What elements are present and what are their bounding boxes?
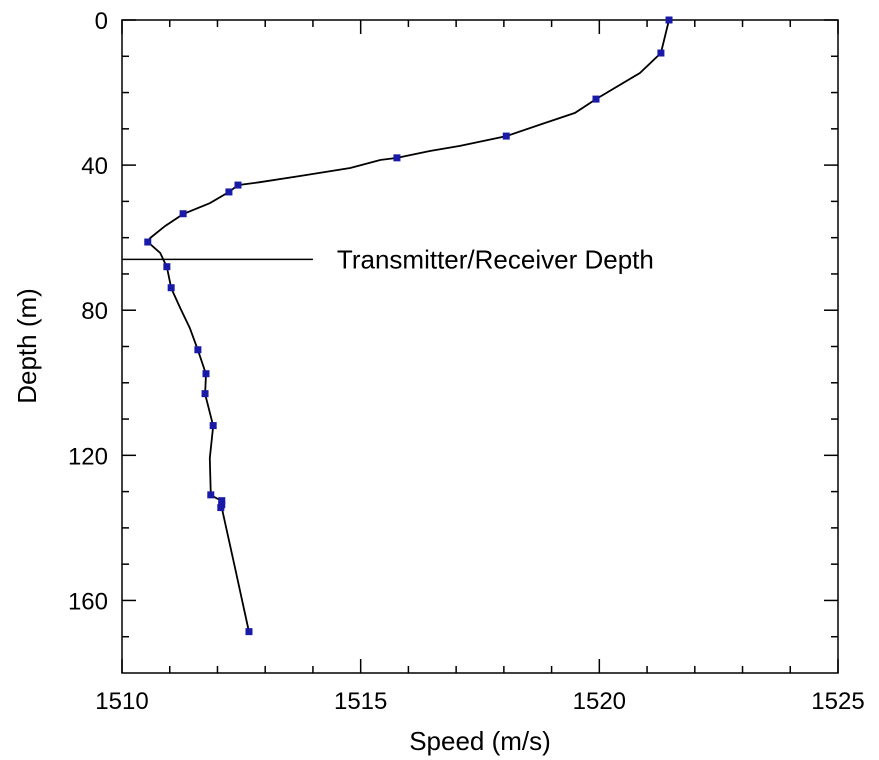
data-marker — [144, 238, 152, 246]
y-tick-label: 80 — [81, 298, 108, 325]
data-marker — [225, 188, 233, 196]
data-marker — [217, 504, 225, 512]
data-marker — [592, 95, 600, 103]
y-tick-label: 0 — [95, 8, 108, 35]
x-tick-label: 1525 — [811, 688, 864, 715]
x-tick-label: 1510 — [95, 688, 148, 715]
annotation-text: Transmitter/Receiver Depth — [337, 244, 654, 274]
data-marker — [234, 181, 242, 189]
y-tick-label: 40 — [81, 153, 108, 180]
data-marker — [218, 497, 226, 505]
data-marker — [209, 422, 217, 430]
data-marker — [179, 210, 187, 218]
data-marker — [167, 284, 175, 292]
data-marker — [163, 263, 171, 271]
plot-frame — [121, 19, 839, 674]
data-marker — [207, 491, 215, 499]
x-tick-label: 1520 — [573, 688, 626, 715]
y-axis-label: Depth (m) — [12, 288, 42, 404]
data-marker — [665, 16, 673, 24]
data-marker — [393, 154, 401, 162]
data-marker — [202, 370, 210, 378]
data-marker — [657, 49, 665, 57]
data-marker — [245, 628, 253, 636]
data-marker — [502, 132, 510, 140]
y-tick-label: 160 — [68, 588, 108, 615]
x-tick-label: 1515 — [334, 688, 387, 715]
data-marker — [201, 390, 209, 398]
profile-line — [146, 19, 670, 633]
x-axis-label: Speed (m/s) — [409, 726, 551, 756]
data-marker — [194, 346, 202, 354]
y-tick-label: 120 — [68, 443, 108, 470]
